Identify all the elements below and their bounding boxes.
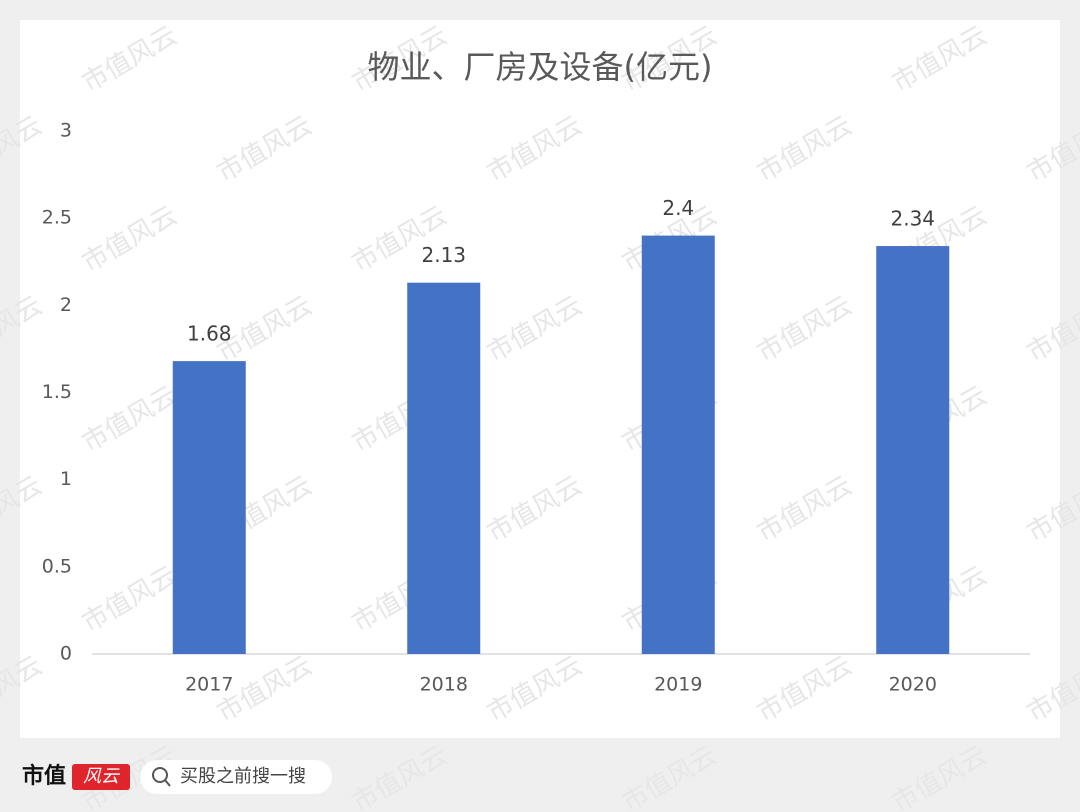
data-label: 1.68 [187,322,232,346]
y-tick-label: 0 [60,643,72,665]
bar [876,246,950,654]
brand-logo-box [72,764,130,790]
y-tick-label: 0.5 [42,555,72,577]
bar [172,361,246,654]
bar [641,235,715,654]
data-label: 2.13 [421,243,466,267]
search-icon-handle [164,779,171,787]
y-tick-label: 1.5 [42,381,72,403]
data-label: 2.4 [662,196,694,220]
y-tick-label: 1 [60,468,72,490]
y-tick-label: 3 [60,120,72,142]
y-tick-label: 2.5 [42,207,72,229]
chart-title: 物业、厂房及设备(亿元) [368,48,713,86]
x-tick-label: 2018 [420,674,468,696]
brand: 市值 [22,763,66,789]
search-text[interactable]: 买股之前搜一搜 [180,766,306,787]
bar [407,282,481,654]
search-icon [152,767,168,783]
search-box[interactable] [140,760,332,794]
plot: 0 0.5 1 1.5 2 2.5 3 2017 1.68 2018 2.13 2019 2.4 2020… [42,120,1030,696]
y-tick-label: 2 [60,294,72,316]
x-tick-label: 2020 [889,674,937,696]
data-label: 2.34 [890,207,935,231]
x-tick-label: 2019 [654,674,702,696]
x-tick-label: 2017 [185,674,233,696]
brand-logo: 风云 [83,766,121,787]
